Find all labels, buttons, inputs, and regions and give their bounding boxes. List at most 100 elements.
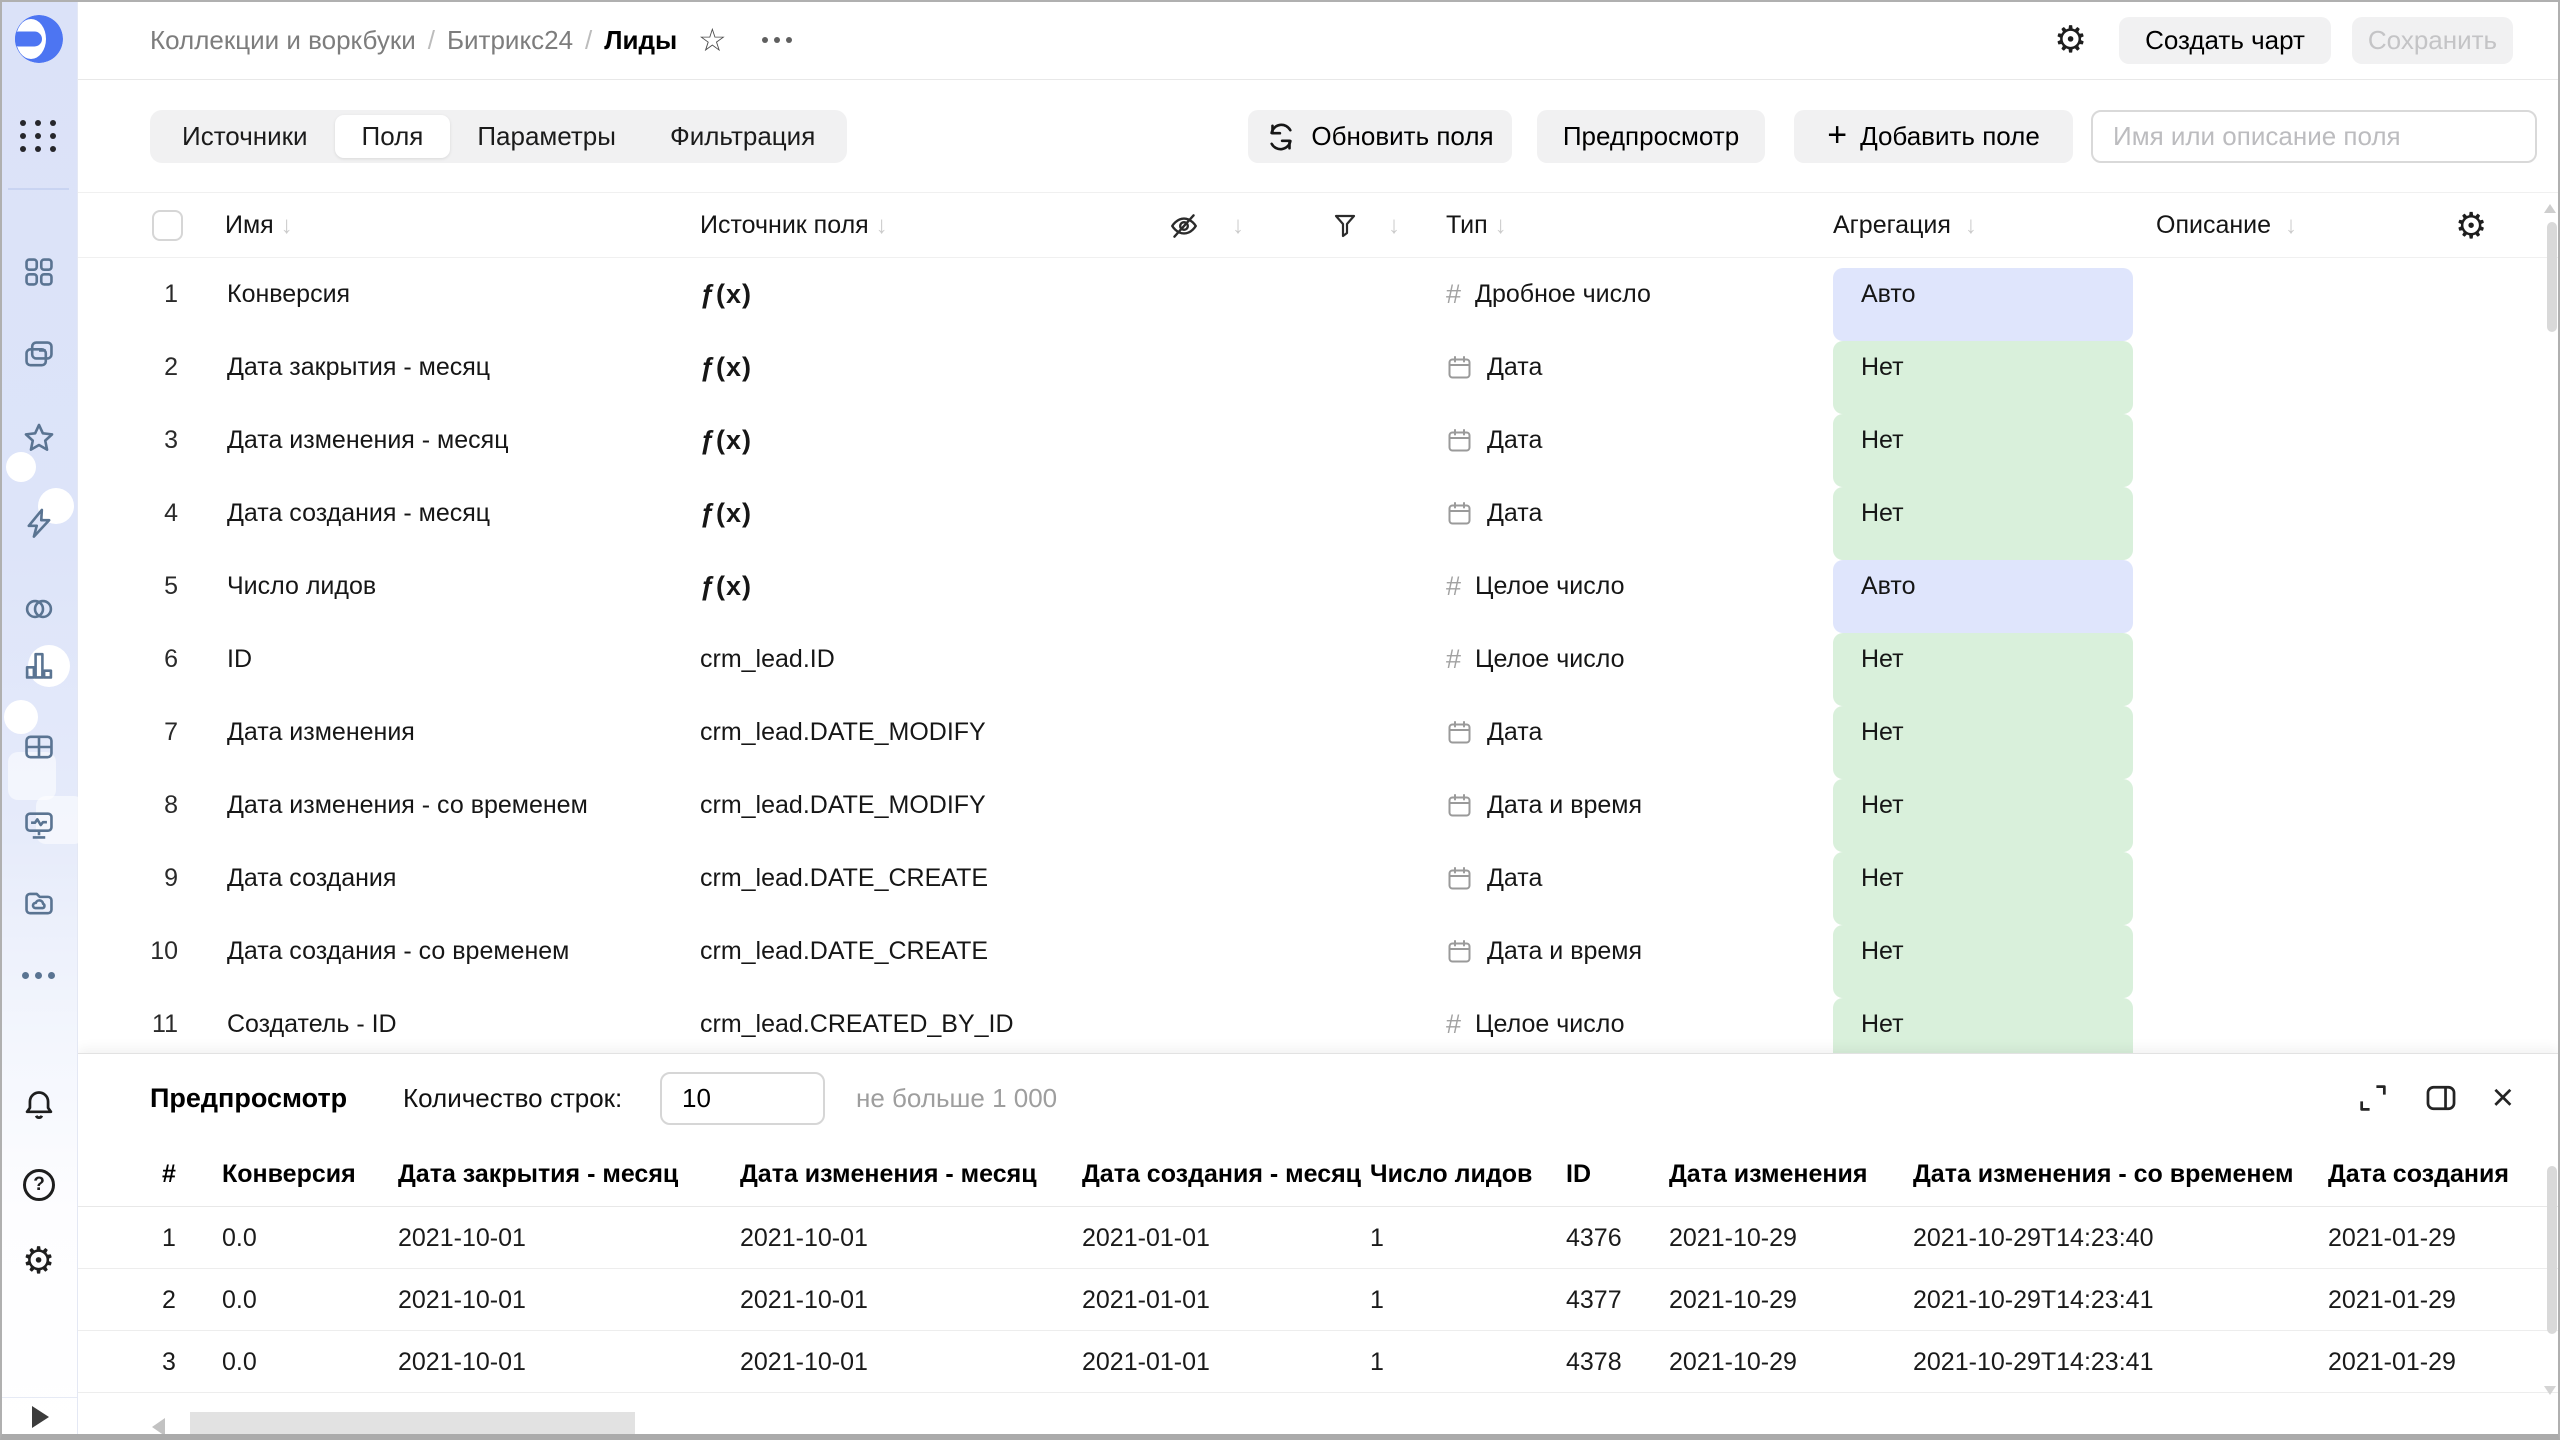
field-name[interactable]: Число лидов [227, 572, 377, 600]
tab-active[interactable]: Поля [334, 115, 451, 158]
field-row[interactable]: 10 Дата создания - со временем crm_lead.… [0, 915, 2560, 998]
field-row[interactable]: 7 Дата изменения crm_lead.DATE_MODIFY Да… [0, 696, 2560, 779]
select-all-checkbox[interactable] [152, 210, 183, 241]
field-aggregation-select[interactable]: Нет [1833, 487, 2133, 560]
field-aggregation-select[interactable]: Нет [1833, 706, 2133, 779]
collections-grid-icon[interactable] [22, 255, 56, 289]
field-name[interactable]: Конверсия [227, 280, 351, 308]
field-aggregation-select[interactable]: Нет [1833, 633, 2133, 706]
field-name[interactable]: Дата создания - со временем [227, 937, 570, 965]
close-preview-icon[interactable]: × [2491, 1077, 2514, 1119]
fields-vertical-scrollbar[interactable] [2547, 222, 2557, 332]
add-field-button[interactable]: + Добавить поле [1794, 110, 2073, 163]
fields-table: Имя ↓ Источник поля ↓ ↓ ↓ Тип ↓ Агрегаци… [0, 193, 2560, 1053]
field-row[interactable]: 6 ID crm_lead.ID # Целое число Нет [0, 623, 2560, 706]
sidebar-more-icon[interactable] [22, 972, 55, 979]
datasets-circles-icon[interactable] [22, 592, 56, 626]
refresh-fields-button[interactable]: Обновить поля [1248, 110, 1512, 163]
preview-cell: 2021-01-29 [2328, 1348, 2456, 1376]
field-row[interactable]: 5 Число лидов ƒ(x) # Целое число Авто [0, 550, 2560, 633]
favorites-star-icon[interactable] [22, 421, 56, 455]
datalens-logo-icon[interactable] [15, 15, 63, 63]
column-header-description[interactable]: Описание ↓ [2156, 211, 2297, 239]
tab-item[interactable]: Источники [182, 121, 308, 151]
field-name[interactable]: Дата закрытия - месяц [227, 353, 491, 381]
field-type[interactable]: Дата [1446, 404, 1542, 477]
field-index: 6 [164, 645, 178, 673]
breadcrumb-workbook[interactable]: Битрикс24 [446, 24, 574, 55]
field-type[interactable]: Дата и время [1446, 915, 1642, 988]
table-settings-gear-icon[interactable]: ⚙ [2455, 204, 2488, 246]
field-type[interactable]: Дата и время [1446, 769, 1642, 842]
apps-grid-icon[interactable] [20, 120, 58, 152]
dataset-settings-gear-icon[interactable]: ⚙ [2054, 19, 2088, 60]
preview-cell: 4378 [1566, 1348, 1622, 1376]
field-type[interactable]: Дата [1446, 477, 1542, 550]
field-row[interactable]: 11 Создатель - ID crm_lead.CREATED_BY_ID… [0, 988, 2560, 1053]
field-type[interactable]: Дата [1446, 696, 1542, 769]
field-row[interactable]: 3 Дата изменения - месяц ƒ(x) Дата Нет [0, 404, 2560, 487]
tables-grid-icon[interactable] [22, 730, 56, 764]
field-name[interactable]: Дата создания [227, 864, 397, 892]
breadcrumb-collections[interactable]: Коллекции и воркбуки [150, 24, 416, 55]
field-aggregation-select[interactable]: Нет [1833, 998, 2133, 1053]
field-aggregation-select[interactable]: Нет [1833, 414, 2133, 487]
field-aggregation-select[interactable]: Нет [1833, 341, 2133, 414]
field-aggregation-select[interactable]: Нет [1833, 852, 2133, 925]
preview-horizontal-scrollbar[interactable] [190, 1412, 635, 1436]
preview-scroll-down-icon[interactable] [2544, 1386, 2556, 1395]
field-type[interactable]: # Целое число [1446, 1009, 1625, 1039]
split-view-icon[interactable] [2424, 1081, 2458, 1115]
field-name[interactable]: Дата изменения - со временем [227, 791, 588, 819]
row-count-input[interactable] [660, 1072, 825, 1125]
column-header-source[interactable]: Источник поля ↓ [700, 211, 888, 239]
preview-cell: 2021-10-01 [398, 1348, 526, 1376]
field-row[interactable]: 9 Дата создания crm_lead.DATE_CREATE Дат… [0, 842, 2560, 925]
expand-preview-icon[interactable] [2356, 1081, 2390, 1115]
storage-folder-icon[interactable] [22, 886, 56, 920]
create-chart-button[interactable]: Создать чарт [2119, 17, 2331, 64]
tab-item[interactable]: Параметры [477, 121, 616, 151]
field-name[interactable]: ID [227, 645, 252, 673]
preview-toggle-button[interactable]: Предпросмотр [1537, 110, 1765, 163]
save-button[interactable]: Сохранить [2352, 17, 2513, 64]
column-header-type[interactable]: Тип ↓ [1446, 211, 1507, 239]
field-name[interactable]: Дата изменения - месяц [227, 426, 509, 454]
field-aggregation-select[interactable]: Нет [1833, 925, 2133, 998]
field-row[interactable]: 8 Дата изменения - со временем crm_lead.… [0, 769, 2560, 852]
column-header-aggregation[interactable]: Агрегация ↓ [1833, 211, 1977, 239]
connections-lightning-icon[interactable] [22, 506, 56, 540]
preview-vertical-scrollbar[interactable] [2547, 1166, 2557, 1334]
hscroll-left-icon[interactable] [152, 1418, 165, 1436]
field-search-input[interactable] [2091, 110, 2537, 163]
field-aggregation-select[interactable]: Нет [1833, 779, 2133, 852]
field-aggregation-select[interactable]: Авто [1833, 268, 2133, 341]
field-type[interactable]: Дата [1446, 842, 1542, 915]
field-type[interactable]: Дата [1446, 331, 1542, 404]
field-aggregation-select[interactable]: Авто [1833, 560, 2133, 633]
expand-sidebar-icon[interactable] [32, 1406, 49, 1428]
field-row[interactable]: 4 Дата создания - месяц ƒ(x) Дата Нет [0, 477, 2560, 560]
notifications-bell-icon[interactable] [22, 1088, 56, 1122]
preview-row: 2 0.0 2021-10-01 2021-10-01 2021-01-01 1 4377 2… [78, 1269, 2560, 1331]
field-type[interactable]: # Целое число [1446, 644, 1625, 674]
field-name[interactable]: Дата создания - месяц [227, 499, 491, 527]
field-type[interactable]: # Целое число [1446, 571, 1625, 601]
filter-funnel-icon[interactable] [1330, 193, 1360, 258]
dashboards-monitor-icon[interactable] [22, 808, 56, 842]
column-header-name[interactable]: Имя ↓ [225, 211, 293, 239]
field-row[interactable]: 2 Дата закрытия - месяц ƒ(x) Дата Нет [0, 331, 2560, 414]
field-row[interactable]: 1 Конверсия ƒ(x) # Дробное число Авто [0, 258, 2560, 341]
charts-bar-icon[interactable] [22, 648, 56, 682]
field-name[interactable]: Дата изменения [227, 718, 415, 746]
field-type[interactable]: # Дробное число [1446, 279, 1651, 309]
tab-item[interactable]: Фильтрация [669, 121, 816, 151]
hidden-eye-icon[interactable] [1168, 193, 1200, 258]
more-actions-icon[interactable] [762, 0, 792, 80]
fields-scroll-up-icon[interactable] [2544, 204, 2556, 213]
workbooks-icon[interactable] [22, 338, 56, 372]
field-name[interactable]: Создатель - ID [227, 1010, 397, 1038]
help-icon[interactable]: ? [22, 1168, 56, 1202]
favorite-star-icon[interactable]: ☆ [698, 22, 727, 58]
settings-gear-icon[interactable]: ⚙ [22, 1240, 56, 1281]
